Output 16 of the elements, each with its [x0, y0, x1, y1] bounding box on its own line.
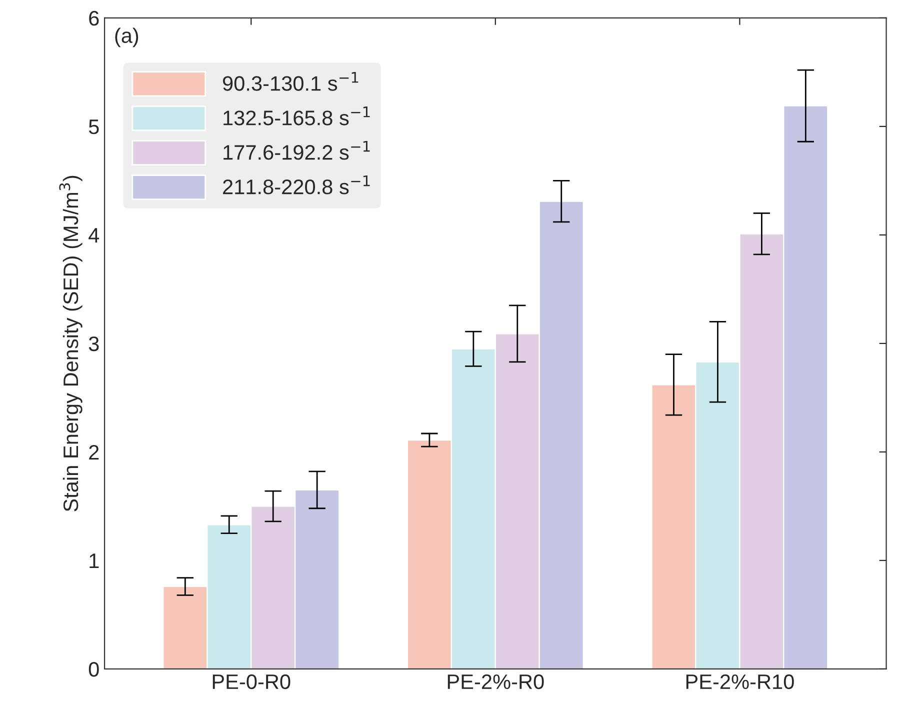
annotation: (a) — [115, 28, 138, 48]
y-tick-label: 2 — [89, 444, 99, 460]
x-tick-label: PE-2%-R0 — [448, 674, 544, 690]
y-tick-label: 6 — [89, 10, 99, 26]
y-tick-label: 0 — [88, 662, 99, 677]
y-tick-label: 4 — [88, 228, 100, 242]
legend-label: 177.6-192.2 s$^{−1}$ — [224, 141, 370, 160]
y-tick-label: 1 — [90, 554, 99, 568]
y-tick-label: 3 — [88, 336, 99, 352]
x-tick-label: PE-0-R0 — [212, 674, 290, 690]
legend-label: 90.3-130.1 s$^{−1}$ — [222, 72, 358, 91]
y-tick-label: 5 — [88, 120, 99, 134]
legend-label: 132.5-165.8 s$^{−1}$ — [224, 106, 370, 126]
y-axis-title: Stain Energy Density (SED) (MJ/m$^{3}$) — [59, 176, 82, 512]
x-tick-label: PE-2%-R10 — [686, 674, 794, 690]
legend-label: 211.8-220.8 s$^{−1}$ — [223, 175, 370, 194]
